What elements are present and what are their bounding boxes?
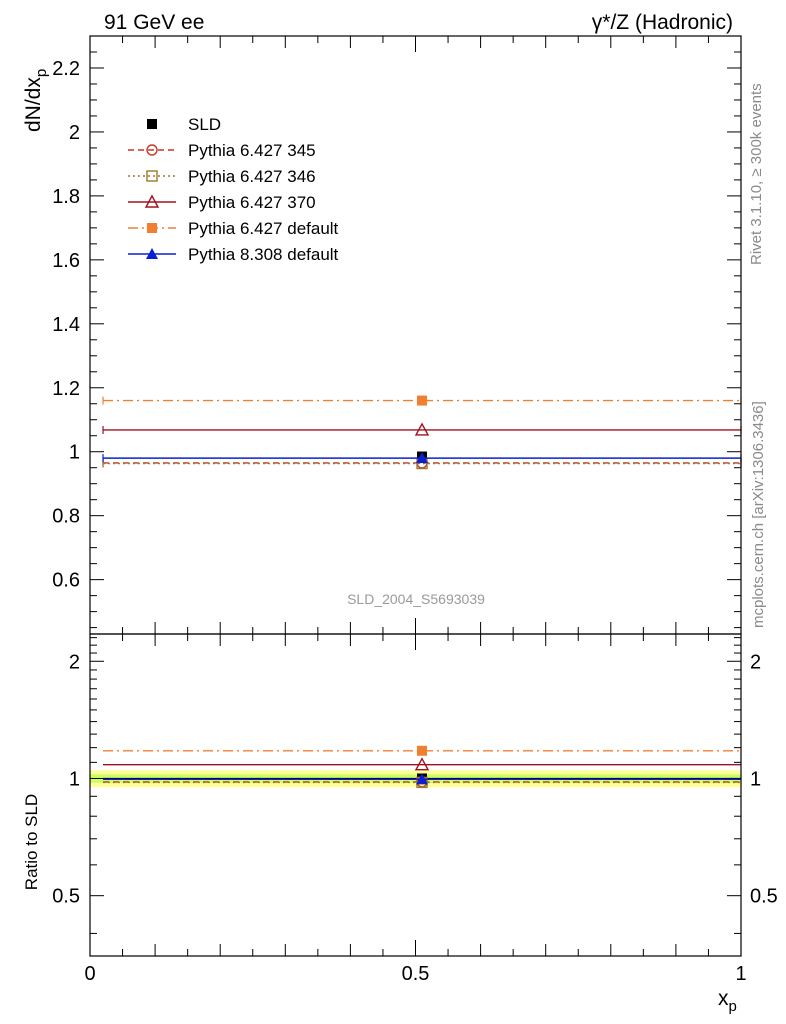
x-tick-label: 0.5 (402, 963, 430, 985)
main-axis-ticks: 0.6 0.8 1 1.2 1.4 1.6 1.8 2 2.2 (52, 51, 741, 629)
ratio-y-tick-label: 0.5 (52, 886, 80, 908)
ratio-y-tick-label-right: 1 (750, 768, 761, 790)
ratio-y-axis-title: Ratio to SLD (22, 794, 41, 890)
main-y-tick-label: 0.8 (52, 506, 80, 528)
analysis-id-watermark: SLD_2004_S5693039 (347, 591, 485, 607)
legend-label-sld: SLD (188, 115, 221, 134)
legend-label-p345: Pythia 6.427 345 (188, 141, 316, 160)
legend: SLD Pythia 6.427 345 Pythia 6.427 346 Pythi… (128, 115, 339, 264)
legend-marker-sld (147, 119, 157, 129)
main-series-layer (102, 395, 742, 470)
ratio-series-layer (103, 745, 741, 789)
x-tick-label: 1 (735, 963, 746, 985)
main-y-tick-label: 1 (69, 442, 80, 464)
ratio-axis-ticks: 0.5 0.5 1 1 2 2 (52, 637, 778, 934)
x-tick-label: 0 (84, 963, 95, 985)
main-y-tick-label: 1.8 (52, 186, 80, 208)
header-left-title: 91 GeV ee (104, 11, 204, 34)
main-y-tick-label: 2 (69, 122, 80, 144)
x-axis-ticks: 0 0.5 1 (84, 36, 747, 985)
ratio-y-tick-label-right: 2 (750, 651, 761, 673)
main-y-tick-label: 1.6 (52, 250, 80, 272)
ratio-plot-frame (89, 633, 742, 957)
legend-marker-p8def (146, 248, 158, 259)
x-axis-title: xp (718, 987, 737, 1015)
ratio-y-tick-label: 1 (69, 768, 80, 790)
legend-label-p8def: Pythia 8.308 default (188, 245, 339, 264)
legend-marker-p370 (144, 194, 160, 208)
legend-marker-p6def (147, 223, 157, 233)
mcplots-label: mcplots.cern.ch [arXiv:1306.3436] (750, 401, 767, 628)
main-series-marker-p6def (417, 395, 428, 406)
ratio-y-tick-label-right: 0.5 (750, 886, 778, 908)
main-y-tick-label: 0.6 (52, 570, 80, 592)
main-y-axis-title: dN/dxp (22, 69, 50, 132)
legend-label-p6def: Pythia 6.427 default (188, 219, 339, 238)
main-y-tick-label: 2.2 (52, 58, 80, 80)
ratio-series-marker-p370 (414, 757, 430, 771)
main-y-tick-label: 1.4 (52, 314, 80, 336)
legend-label-p346: Pythia 6.427 346 (188, 167, 316, 186)
main-y-tick-label: 1.2 (52, 378, 80, 400)
ratio-series-marker-p6def (417, 745, 428, 756)
main-series-marker-p8def (416, 452, 429, 464)
legend-marker-p345 (146, 144, 158, 156)
header-right-title: γ*/Z (Hadronic) (592, 11, 733, 34)
ratio-y-tick-label: 2 (69, 651, 80, 673)
main-series-marker-p370 (414, 422, 430, 436)
ratio-series-marker-p8def (416, 773, 429, 785)
rivet-version-label: Rivet 3.1.10, ≥ 300k events (748, 83, 765, 265)
legend-label-p370: Pythia 6.427 370 (188, 193, 316, 212)
legend-marker-p346 (146, 170, 158, 182)
